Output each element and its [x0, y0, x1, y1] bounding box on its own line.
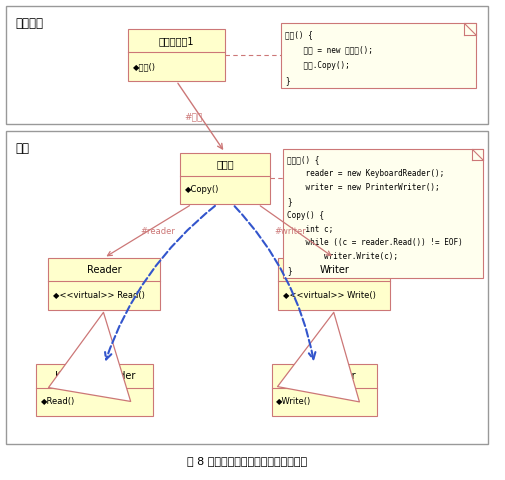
Text: }: }: [285, 76, 289, 85]
Text: 应用程序类1: 应用程序类1: [158, 36, 194, 46]
Bar: [36, 364, 153, 416]
Text: 服务类() {: 服务类() {: [286, 155, 319, 164]
Text: #writer: #writer: [274, 227, 306, 236]
Text: ◆函数(): ◆函数(): [132, 62, 155, 71]
Bar: [281, 23, 475, 88]
Text: #reader: #reader: [140, 227, 175, 236]
Bar: [6, 131, 487, 444]
Text: 类库: 类库: [15, 142, 29, 155]
Text: 函数() {: 函数() {: [285, 30, 312, 39]
Bar: [278, 258, 389, 310]
Text: PrinterWriter: PrinterWriter: [292, 371, 355, 381]
Bar: [180, 153, 269, 204]
Text: ◆Copy(): ◆Copy(): [185, 185, 219, 194]
Text: ◆<<virtual>> Read(): ◆<<virtual>> Read(): [53, 291, 144, 300]
Text: while ((c = reader.Read()) != EOF): while ((c = reader.Read()) != EOF): [286, 239, 462, 248]
Text: 服务类: 服务类: [216, 159, 233, 169]
Bar: [283, 148, 482, 278]
Text: int c;: int c;: [286, 225, 333, 234]
Text: Reader: Reader: [86, 264, 121, 275]
Text: ◆<<virtual>> Write(): ◆<<virtual>> Write(): [283, 291, 375, 300]
Text: 图 8 创建具体的实现对象时的依赖关系: 图 8 创建具体的实现对象时的依赖关系: [187, 456, 307, 466]
Polygon shape: [463, 23, 475, 35]
Text: }: }: [286, 197, 291, 206]
Text: ◆Write(): ◆Write(): [276, 397, 311, 406]
Text: Writer: Writer: [319, 264, 348, 275]
Text: 服务 = new 服务类();: 服务 = new 服务类();: [285, 46, 372, 55]
Text: 服务.Copy();: 服务.Copy();: [285, 60, 349, 70]
Text: writer = new PrinterWriter();: writer = new PrinterWriter();: [286, 183, 439, 192]
Text: 应用程序: 应用程序: [15, 17, 43, 30]
Text: writer.Write(c);: writer.Write(c);: [286, 252, 397, 262]
Text: #服务: #服务: [184, 112, 202, 121]
Text: Copy() {: Copy() {: [286, 211, 324, 220]
Bar: [127, 29, 225, 81]
Text: }: }: [286, 266, 291, 276]
Text: reader = new KeyboardReader();: reader = new KeyboardReader();: [286, 169, 443, 178]
Text: ◆Read(): ◆Read(): [41, 397, 75, 406]
Polygon shape: [471, 148, 482, 160]
Bar: [271, 364, 376, 416]
Text: KeyboardReader: KeyboardReader: [55, 371, 135, 381]
Bar: [48, 258, 160, 310]
Bar: [6, 6, 487, 124]
